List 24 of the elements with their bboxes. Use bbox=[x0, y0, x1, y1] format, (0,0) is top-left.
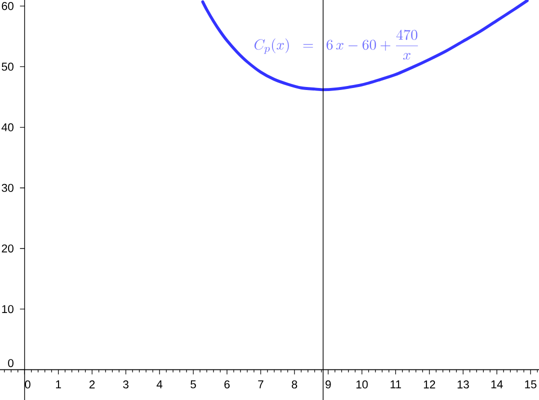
y-tick-label: 30 bbox=[2, 184, 14, 192]
x-tick-label: 3 bbox=[123, 380, 128, 388]
y-tick-label: 40 bbox=[2, 123, 14, 132]
line-series bbox=[201, 0, 529, 92]
x-tick-label: 7 bbox=[258, 380, 264, 388]
x-tick-label: 2 bbox=[89, 380, 95, 388]
y-tick-label: 60 bbox=[2, 2, 14, 10]
x-tick-label: 5 bbox=[190, 380, 196, 388]
x-tick-label: 14 bbox=[491, 380, 503, 388]
x-tick-label: 11 bbox=[390, 380, 401, 388]
x-tick-label: 10 bbox=[356, 380, 368, 388]
x-tick-label: 4 bbox=[156, 380, 162, 388]
x-tick-label: 12 bbox=[424, 380, 436, 388]
x-tick-label: 1 bbox=[56, 380, 61, 388]
x-tick-label: 6 bbox=[224, 380, 230, 388]
x-tick-label: 0 bbox=[24, 380, 30, 388]
y-tick-label: 50 bbox=[2, 62, 14, 71]
x-tick-label: 15 bbox=[525, 380, 536, 388]
x-tick-label: 9 bbox=[326, 380, 331, 388]
x-tick-label: 8 bbox=[292, 380, 298, 388]
y-tick-label: 0 bbox=[8, 359, 14, 368]
x-tick-label: 13 bbox=[458, 380, 469, 388]
y-tick-label: 20 bbox=[2, 244, 14, 252]
y-tick-label: 10 bbox=[2, 305, 14, 314]
